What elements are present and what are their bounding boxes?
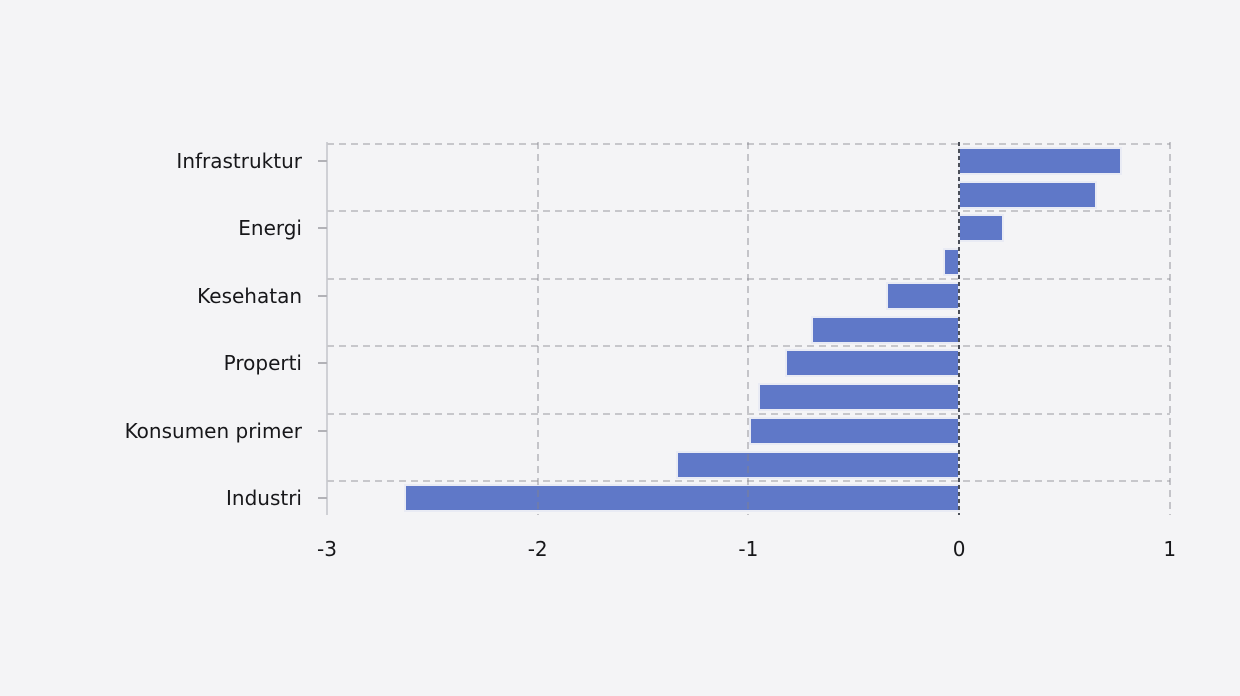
bar	[958, 147, 1123, 175]
plot-area: Infrastruktur Energi Kesehatan Properti Kons…	[125, 142, 1176, 559]
x-tick-label: 0	[952, 537, 966, 561]
bar	[403, 484, 960, 513]
y-tick-label: Industri	[226, 486, 302, 511]
bar	[785, 349, 960, 378]
x-tick-label: -3	[317, 537, 337, 561]
horizontal-gridline	[327, 210, 1170, 213]
horizontal-gridline	[327, 480, 1170, 483]
vertical-gridline	[747, 142, 750, 515]
bar	[958, 214, 1005, 243]
bar	[886, 281, 960, 310]
y-tick	[318, 429, 327, 432]
bar	[958, 180, 1097, 209]
x-tick-label: 1	[1163, 537, 1177, 561]
x-tick-label: -2	[527, 537, 548, 561]
bar	[757, 383, 960, 412]
vertical-gridline	[536, 142, 539, 515]
y-tick	[318, 362, 327, 365]
y-tick-label: Energi	[238, 216, 302, 241]
horizontal-gridline	[327, 277, 1170, 280]
y-tick	[318, 227, 327, 230]
x-tick-label: -1	[738, 537, 759, 561]
y-tick	[318, 497, 327, 500]
horizontal-gridline	[327, 143, 1170, 145]
bar	[810, 315, 960, 344]
bar	[675, 450, 960, 479]
bar	[749, 416, 960, 445]
y-tick-label: Properti	[223, 351, 302, 376]
y-tick-label: Kesehatan	[197, 283, 302, 308]
y-axis-spine	[326, 142, 328, 515]
y-tick-label: Infrastruktur	[176, 149, 302, 173]
y-tick	[318, 294, 327, 297]
vertical-gridline	[1168, 142, 1171, 515]
y-tick-label: Konsumen primer	[124, 418, 302, 443]
horizontal-gridline	[327, 345, 1170, 348]
zero-gridline	[958, 142, 961, 515]
y-tick	[318, 160, 327, 162]
horizontal-gridline	[327, 412, 1170, 415]
